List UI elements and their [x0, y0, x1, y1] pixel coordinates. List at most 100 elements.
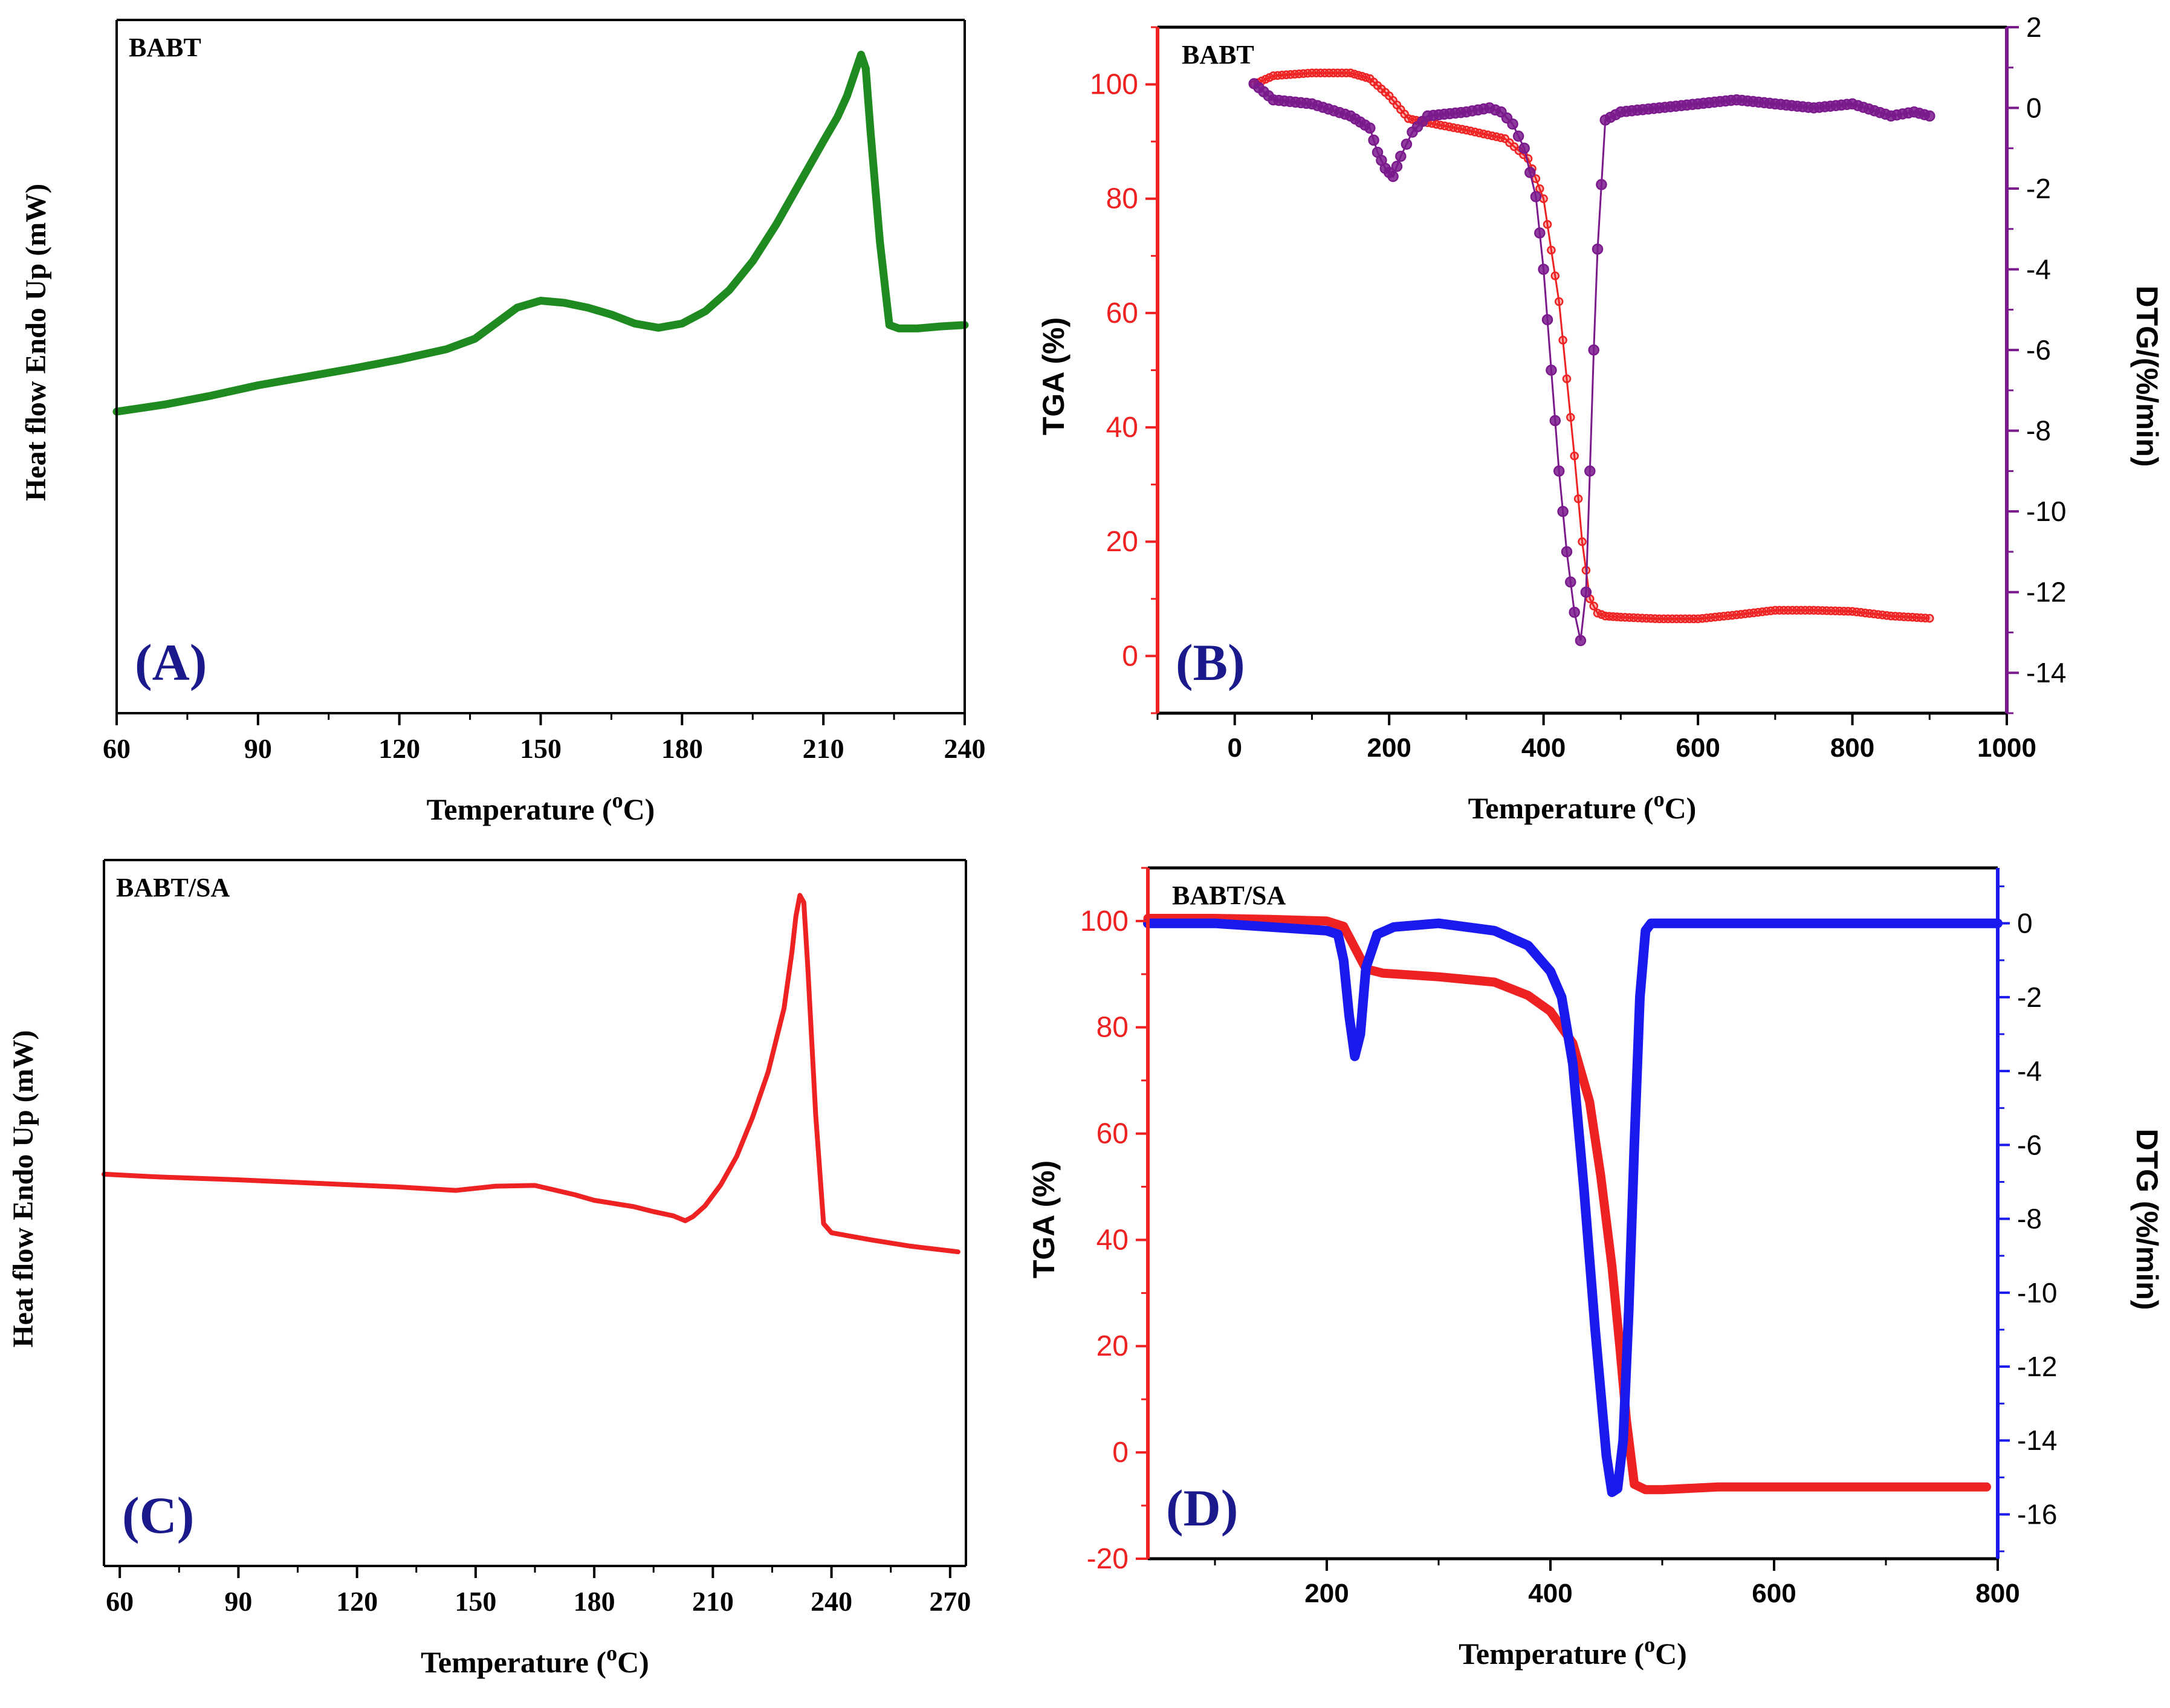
x-tick-label: 1000	[1977, 733, 2036, 763]
x-tick-label: 200	[1304, 1579, 1349, 1608]
data-point	[1524, 167, 1536, 178]
panel-b: 0 200 400 600 800 1000020406080100-14-12-10-8…	[1037, 11, 2164, 825]
y2-tick-label: -10	[2026, 496, 2066, 527]
y2-tick-label: -10	[2017, 1277, 2057, 1308]
y-tick-label: 80	[1106, 183, 1138, 215]
data-point	[1549, 415, 1561, 427]
data-point	[1547, 245, 1556, 255]
data-point	[1553, 465, 1565, 477]
panel-c: 60 90 120 150 180 210 240 270 Temperature (oC) He…	[7, 859, 971, 1679]
y-tick-label: 40	[1106, 412, 1138, 444]
y-tick-label: 60	[1106, 297, 1138, 329]
data-point	[1387, 170, 1399, 183]
x-axis-label: Temperature (oC)	[1459, 1632, 1687, 1671]
panel-label: (A)	[135, 633, 207, 691]
series-b-dtg	[1248, 78, 1935, 647]
y-tick-label: 0	[1112, 1437, 1129, 1469]
sample-label: BABT	[1182, 40, 1254, 70]
data-point	[1569, 606, 1580, 618]
x-axis-label-superscript: o	[1644, 1632, 1655, 1657]
x-tick-label: 270	[929, 1586, 971, 1617]
x-tick-label: 150	[520, 733, 562, 764]
data-point	[1534, 227, 1546, 239]
y-tick-label: 0	[1122, 640, 1138, 672]
x-tick-label: 400	[1521, 733, 1566, 763]
y2-tick-label: -4	[2017, 1055, 2042, 1087]
x-tick-label: 240	[811, 1586, 852, 1617]
x-tick-label: 210	[803, 733, 844, 764]
x-tick-label: 60	[103, 733, 131, 764]
x-tick-label: 800	[1830, 733, 1874, 763]
y-tick-label: 60	[1096, 1118, 1129, 1150]
x-tick-label: 90	[244, 733, 272, 764]
y2-tick-label: 0	[2017, 908, 2033, 939]
y-tick-label: -20	[1087, 1543, 1129, 1575]
x-tick-label: 600	[1676, 733, 1720, 763]
x-axis-label-superscript: o	[606, 1641, 617, 1665]
x-axis-label-unit: C)	[623, 792, 655, 826]
x-tick-label: 800	[1975, 1579, 2019, 1608]
x-axis-label-superscript: o	[612, 788, 623, 812]
x-axis-label-unit: C)	[1655, 1637, 1687, 1671]
data-point	[1395, 150, 1407, 162]
data-point	[1543, 220, 1552, 229]
data-point	[1535, 184, 1544, 193]
data-point	[1554, 297, 1564, 306]
y-tick-label: 20	[1096, 1330, 1129, 1362]
series-a-dsc-babt	[112, 50, 969, 416]
data-line	[1253, 83, 1930, 641]
data-point	[1538, 264, 1549, 275]
y2-tick-label: -14	[2026, 657, 2066, 688]
data-point	[1573, 494, 1583, 503]
x-tick-label: 120	[336, 1586, 378, 1617]
x-axis-label-unit: C)	[1665, 791, 1697, 825]
x-tick-label: 120	[378, 733, 420, 764]
data-point	[1924, 110, 1935, 122]
data-point	[1584, 465, 1596, 477]
x-tick-label: 180	[574, 1586, 615, 1617]
y2-tick-label: -2	[2026, 173, 2051, 204]
y2-tick-label: 0	[2026, 92, 2042, 123]
data-point	[1391, 161, 1403, 172]
x-tick-label: 240	[944, 733, 986, 764]
data-point	[1588, 344, 1599, 356]
panel-a: 60 90 120 150 180 210 240 Temperature (oC) Heat …	[20, 19, 986, 826]
x-tick-label: 210	[692, 1586, 734, 1617]
panel-label: (C)	[122, 1486, 194, 1544]
x-axis-label-unit: C)	[617, 1645, 649, 1679]
data-point	[1592, 243, 1604, 255]
x-axis-label-text: Temperature (	[1468, 791, 1654, 825]
x-tick-label: 150	[455, 1586, 496, 1617]
x-axis-label-text: Temperature (	[427, 792, 612, 826]
panel-d: 200 400 600 800-20020406080100-16-14-12-10-…	[1027, 866, 2164, 1671]
y2-tick-label: -16	[2017, 1498, 2057, 1530]
data-line	[102, 893, 960, 1255]
data-point	[1558, 335, 1567, 345]
y-tick-label: 40	[1096, 1224, 1129, 1256]
x-axis-label: Temperature (oC)	[427, 788, 655, 826]
sample-label: BABT/SA	[116, 873, 230, 902]
data-point	[1541, 314, 1553, 326]
data-point	[1518, 143, 1530, 154]
data-point	[1530, 191, 1542, 202]
data-point	[1575, 635, 1587, 647]
y-axis-label: TGA (%)	[1037, 317, 1070, 435]
data-point	[1580, 586, 1592, 598]
data-point	[1925, 613, 1934, 623]
y-axis-label: Heat flow Endo Up (mW)	[20, 184, 52, 501]
data-line	[112, 50, 969, 416]
data-point	[1546, 364, 1557, 376]
y-tick-label: 100	[1090, 68, 1138, 100]
series-d-dtg	[1143, 918, 2003, 1497]
x-tick-label: 90	[224, 1586, 252, 1617]
data-point	[1364, 122, 1376, 134]
sample-label: BABT	[129, 33, 201, 62]
data-point	[1512, 131, 1524, 142]
panel-label: (B)	[1176, 633, 1245, 691]
x-tick-label: 60	[106, 1586, 134, 1617]
y2-tick-label: -8	[2026, 415, 2051, 446]
y-tick-label: 100	[1080, 905, 1129, 937]
y-tick-label: 80	[1096, 1012, 1129, 1044]
x-tick-label: 400	[1528, 1579, 1572, 1608]
